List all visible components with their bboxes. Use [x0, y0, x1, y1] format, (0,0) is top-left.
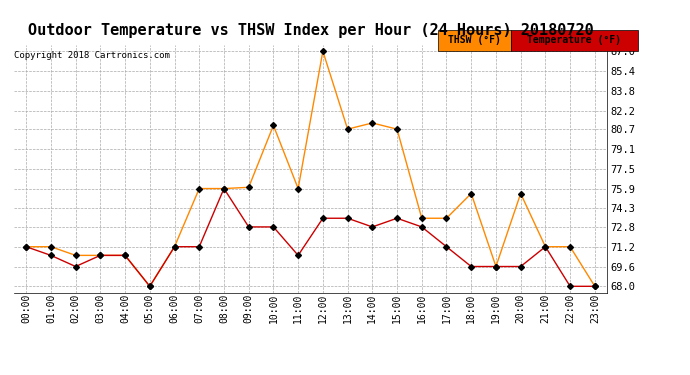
Text: Temperature (°F): Temperature (°F)	[527, 35, 622, 45]
Text: Copyright 2018 Cartronics.com: Copyright 2018 Cartronics.com	[14, 51, 170, 60]
Text: THSW (°F): THSW (°F)	[448, 35, 501, 45]
Text: Outdoor Temperature vs THSW Index per Hour (24 Hours) 20180720: Outdoor Temperature vs THSW Index per Ho…	[28, 22, 593, 38]
